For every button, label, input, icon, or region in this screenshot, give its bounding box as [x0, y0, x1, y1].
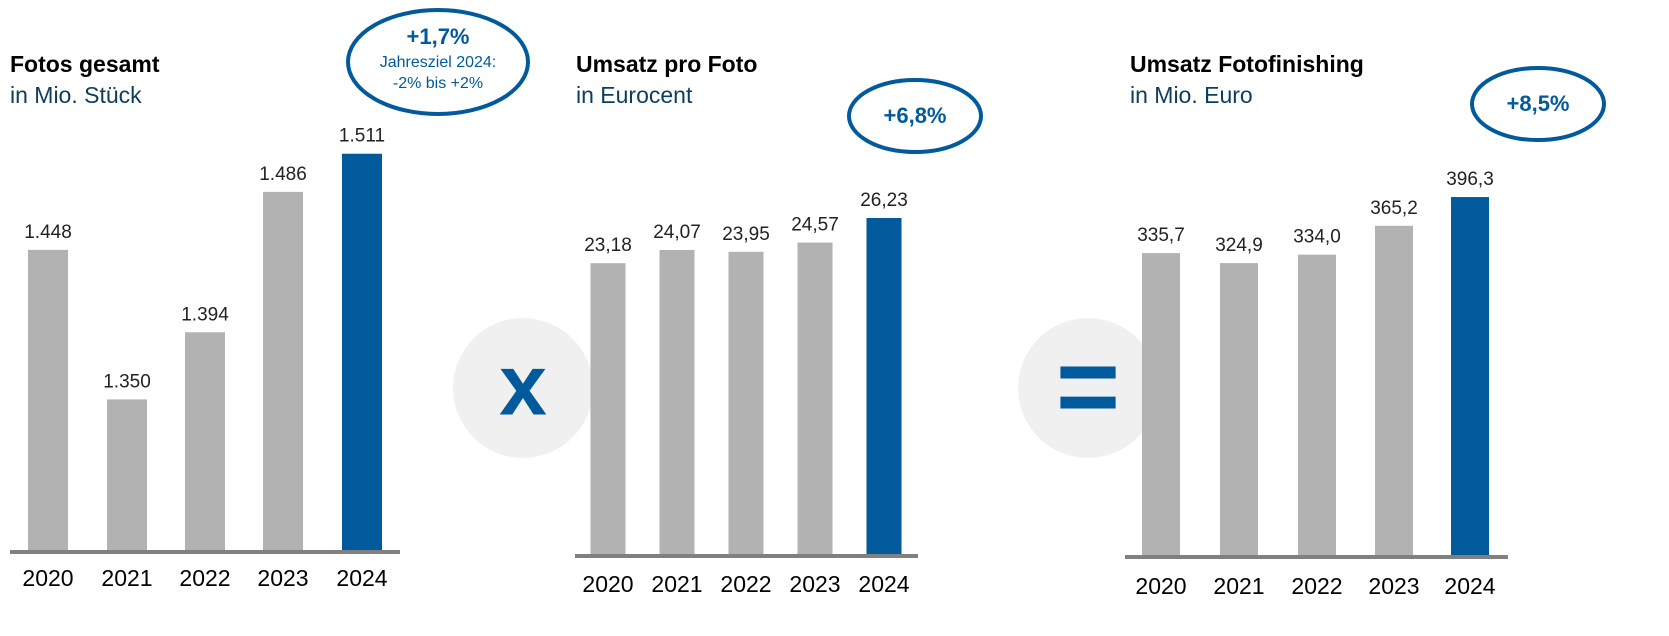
bar — [28, 249, 68, 552]
badge-note: -2% bis +2% — [393, 75, 483, 92]
data-label: 26,23 — [860, 190, 908, 211]
bar — [1142, 253, 1180, 557]
operator: x — [499, 338, 547, 434]
data-label: 24,57 — [791, 215, 839, 236]
badge-text: +6,8% — [884, 103, 947, 128]
operator-circle — [453, 318, 593, 458]
chart-subtitle: in Mio. Euro — [1130, 82, 1253, 108]
data-label: 396,3 — [1446, 169, 1494, 190]
data-label: 23,95 — [722, 224, 770, 245]
bar — [590, 263, 626, 556]
bar — [1375, 225, 1413, 557]
bar — [797, 242, 833, 556]
x-tick-label: 2021 — [651, 571, 702, 597]
bar — [263, 191, 303, 553]
bar — [659, 249, 695, 556]
data-label: 1.394 — [181, 304, 229, 325]
x-tick-label: 2022 — [1291, 573, 1342, 599]
x-tick-label: 2024 — [1444, 573, 1495, 599]
chart-title: Umsatz Fotofinishing — [1130, 51, 1364, 77]
bar — [1451, 197, 1489, 557]
badge — [346, 8, 530, 116]
bar — [1298, 254, 1336, 557]
x-tick-label: 2021 — [1213, 573, 1264, 599]
bar — [1220, 263, 1258, 557]
chart-subtitle: in Mio. Stück — [10, 82, 142, 108]
chart-title: Fotos gesamt — [10, 51, 160, 77]
chart-subtitle: in Eurocent — [576, 82, 693, 108]
operator-circle — [1018, 318, 1158, 458]
chart-title: Umsatz pro Foto — [576, 51, 757, 77]
badge-note: Jahresziel 2024: — [380, 54, 497, 71]
data-label: 334,0 — [1293, 227, 1341, 248]
bar — [342, 153, 382, 552]
x-tick-label: 2020 — [582, 571, 633, 597]
badge-text: +8,5% — [1507, 91, 1570, 116]
x-tick-label: 2020 — [22, 565, 73, 591]
x-tick-label: 2021 — [101, 565, 152, 591]
bar — [866, 218, 902, 557]
data-label: 1.511 — [339, 126, 385, 147]
x-tick-label: 2023 — [1368, 573, 1419, 599]
operator: = — [1056, 325, 1120, 448]
data-label: 1.448 — [24, 222, 72, 243]
badge-text: +1,7% — [407, 24, 470, 49]
badge — [847, 78, 983, 154]
x-tick-label: 2023 — [257, 565, 308, 591]
x-tick-label: 2023 — [789, 571, 840, 597]
badge — [1470, 66, 1606, 142]
x-tick-label: 2024 — [336, 565, 387, 591]
bar — [107, 399, 147, 552]
data-label: 365,2 — [1370, 198, 1418, 219]
data-label: 1.350 — [103, 371, 151, 392]
data-label: 23,18 — [584, 235, 632, 256]
data-label: 1.486 — [259, 164, 307, 185]
x-tick-label: 2024 — [858, 571, 909, 597]
data-label: 324,9 — [1215, 235, 1263, 256]
x-tick-label: 2020 — [1135, 573, 1186, 599]
bar — [728, 251, 764, 556]
data-label: 24,07 — [653, 222, 701, 243]
x-tick-label: 2022 — [720, 571, 771, 597]
bar — [185, 332, 225, 552]
data-label: 335,7 — [1137, 225, 1185, 246]
x-tick-label: 2022 — [179, 565, 230, 591]
